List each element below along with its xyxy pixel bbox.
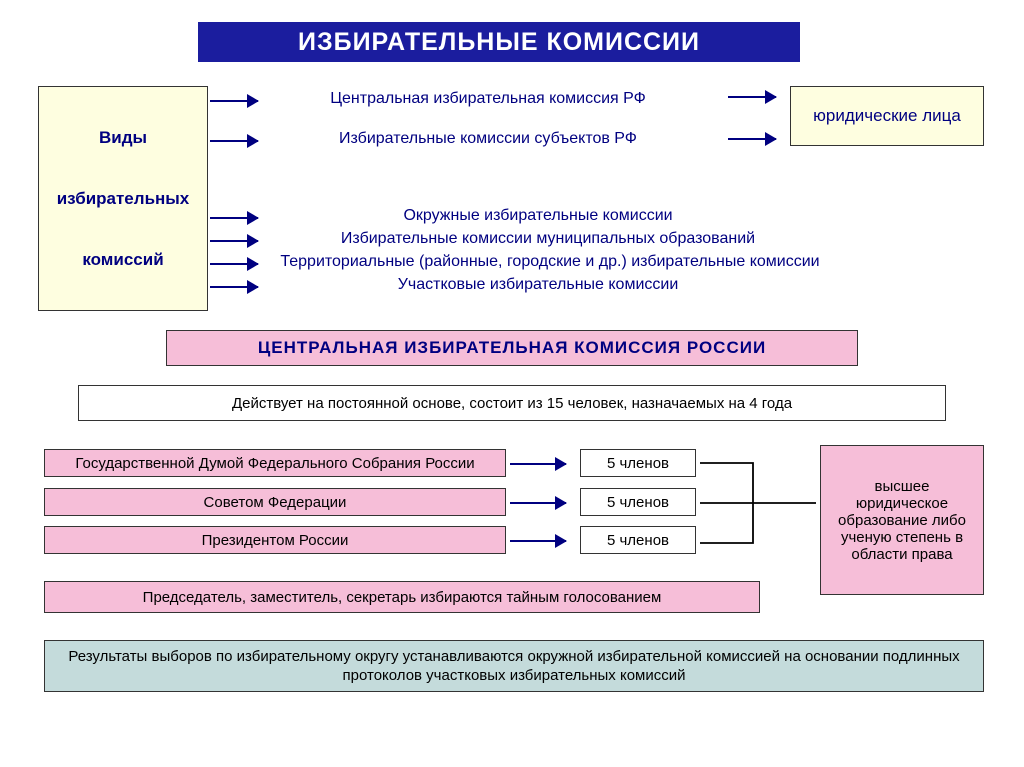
item-subjects: Избирательные комиссии субъектов РФ <box>268 130 708 148</box>
arrow-1 <box>210 100 258 102</box>
appointer-duma: Государственной Думой Федерального Собра… <box>44 449 506 477</box>
cec-basis: Действует на постоянной основе, состоит … <box>78 385 946 421</box>
cec-header: ЦЕНТРАЛЬНАЯ ИЗБИРАТЕЛЬНАЯ КОМИССИЯ РОССИ… <box>166 330 858 366</box>
appointer-sf: Советом Федерации <box>44 488 506 516</box>
item-precinct: Участковые избирательные комиссии <box>268 276 808 294</box>
bracket-icon <box>698 449 818 557</box>
arrow-duma <box>510 463 566 465</box>
types-line1: Виды <box>99 128 147 148</box>
members-1: 5 членов <box>580 449 696 477</box>
education-box: высшее юридическое образование либо учен… <box>820 445 984 595</box>
item-district: Окружные избирательные комиссии <box>268 207 808 225</box>
arrow-4 <box>210 240 258 242</box>
item-territorial: Территориальные (районные, городские и д… <box>230 253 870 271</box>
arrow-sf <box>510 502 566 504</box>
members-2: 5 членов <box>580 488 696 516</box>
chairman-box: Председатель, заместитель, секретарь изб… <box>44 581 760 613</box>
item-municipal: Избирательные комиссии муниципальных обр… <box>268 230 828 248</box>
arrow-5 <box>210 263 258 265</box>
members-3: 5 членов <box>580 526 696 554</box>
arrow-3 <box>210 217 258 219</box>
arrow-to-legal-2 <box>728 138 776 140</box>
types-box: Виды избирательных комиссий <box>38 86 208 311</box>
item-central: Центральная избирательная комиссия РФ <box>268 90 708 108</box>
arrow-to-legal-1 <box>728 96 776 98</box>
results-box: Результаты выборов по избирательному окр… <box>44 640 984 692</box>
main-title: ИЗБИРАТЕЛЬНЫЕ КОМИССИИ <box>198 22 800 62</box>
arrow-pres <box>510 540 566 542</box>
appointer-president: Президентом России <box>44 526 506 554</box>
arrow-2 <box>210 140 258 142</box>
types-line3: комиссий <box>82 250 163 270</box>
arrow-6 <box>210 286 258 288</box>
legal-entities-box: юридические лица <box>790 86 984 146</box>
types-line2: избирательных <box>57 189 190 209</box>
